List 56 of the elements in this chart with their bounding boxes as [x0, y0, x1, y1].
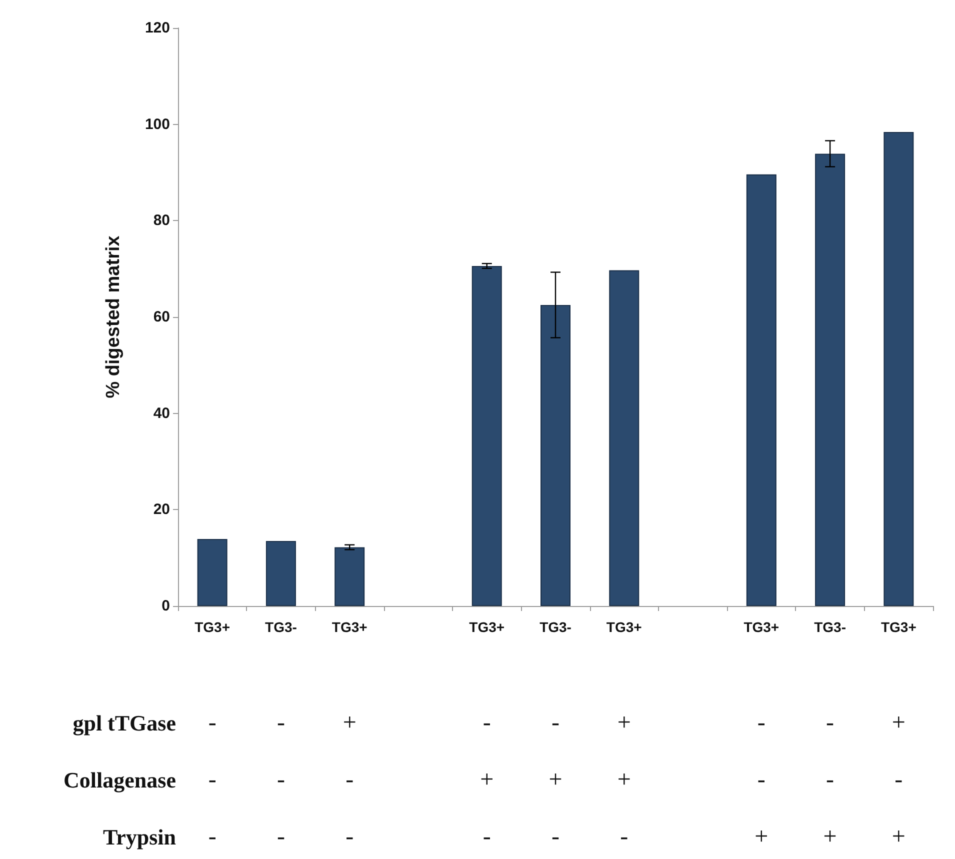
x-tick-label: TG3- — [540, 619, 572, 635]
text: + — [617, 767, 631, 793]
text: - — [552, 824, 560, 850]
y-tick-label: 0 — [162, 598, 170, 614]
text: Trypsin — [103, 824, 176, 850]
text: - — [208, 710, 216, 736]
x-tick-label: TG3+ — [880, 619, 916, 635]
text: gpl tTGase — [72, 710, 176, 736]
y-tick-label: 100 — [144, 116, 170, 133]
text: - — [826, 767, 834, 793]
bar — [197, 539, 228, 606]
text: + — [342, 710, 356, 736]
text: - — [482, 710, 491, 736]
text: + — [892, 824, 906, 850]
text: - — [346, 824, 354, 850]
text: - — [276, 767, 285, 793]
bar — [884, 132, 914, 606]
text: - — [894, 767, 903, 793]
text: - — [276, 710, 285, 736]
bar — [334, 547, 365, 606]
text: - — [276, 824, 285, 850]
bar — [609, 270, 640, 606]
text: - — [757, 710, 766, 736]
y-tick-label: 60 — [153, 308, 170, 326]
bar — [815, 154, 846, 606]
text: + — [823, 824, 837, 850]
text: - — [208, 824, 216, 850]
x-tick-label: TG3- — [814, 619, 846, 635]
text: - — [826, 710, 834, 736]
x-tick-label: TG3+ — [744, 619, 780, 635]
y-tick-label: 120 — [144, 20, 170, 36]
text: - — [552, 710, 560, 736]
y-tick-label: 40 — [153, 404, 170, 422]
text: + — [548, 767, 562, 793]
text: - — [482, 824, 491, 850]
x-tick-label: TG3+ — [469, 619, 505, 635]
bar — [266, 540, 296, 606]
x-tick-label: TG3+ — [194, 619, 230, 635]
x-tick-label: TG3- — [265, 619, 298, 635]
text: + — [480, 767, 494, 793]
x-tick-label: TG3+ — [332, 619, 368, 635]
y-tick-label: 20 — [153, 501, 170, 518]
bar — [472, 266, 502, 606]
y-axis-title: % digested matrix — [103, 235, 124, 398]
text: + — [617, 710, 631, 736]
bar — [746, 174, 776, 606]
x-tick-label: TG3+ — [606, 619, 642, 635]
text: Collagenase — [64, 768, 176, 792]
bar — [540, 304, 570, 606]
y-tick-label: 80 — [153, 212, 170, 230]
text: - — [757, 767, 766, 793]
text: + — [754, 824, 768, 850]
text: - — [620, 824, 628, 850]
text: + — [892, 710, 906, 736]
text: - — [346, 767, 354, 793]
text: - — [208, 767, 216, 793]
